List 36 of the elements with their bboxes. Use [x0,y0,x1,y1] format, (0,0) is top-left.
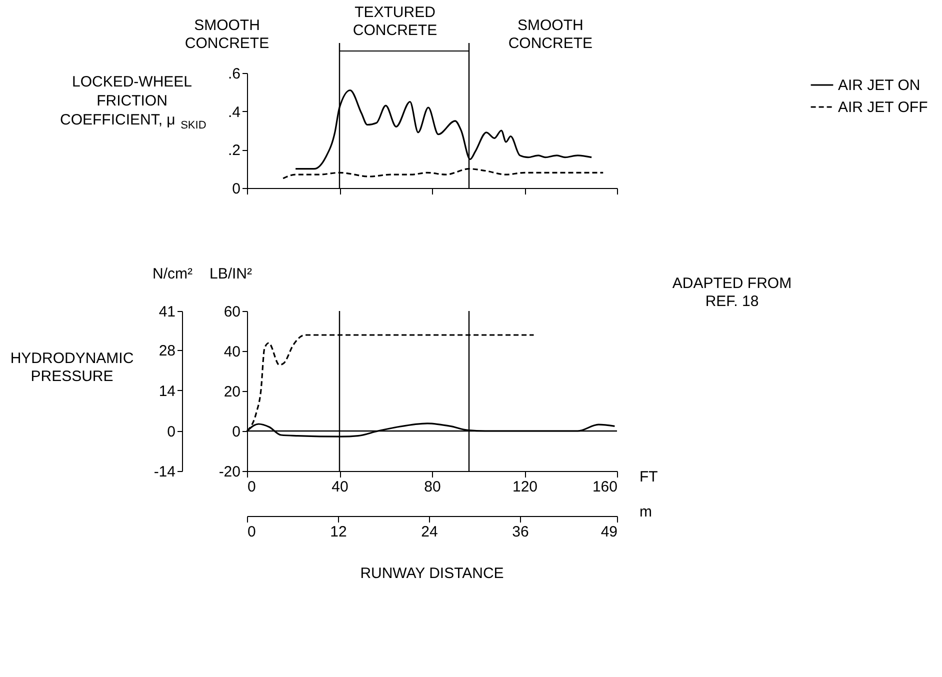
x-tick-label: 160 [592,478,618,496]
y-tick-label: 40 [224,344,240,360]
y2-tick-label: 14 [158,382,176,400]
text: TEXTURED CONCRETE [352,4,438,39]
y-tick-label: .4 [228,104,240,121]
legend-label: AIR JET OFF [838,99,928,116]
legend-label: AIR JET ON [838,77,920,94]
y-tick-label: 20 [224,384,240,400]
x2-axis-title: m [640,504,652,520]
x2-tick-label: 49 [600,524,618,540]
x-axis-title: FT [640,468,658,486]
x2-tick-label: 0 [248,524,256,540]
y2-axis-title: N/cm² [152,266,192,282]
y2-tick-label: 41 [158,304,176,320]
x2-tick-label: 12 [330,524,347,540]
y-tick-label: .6 [228,66,240,82]
text: SMOOTH CONCRETE [508,17,592,52]
y-tick-label: 60 [224,304,240,320]
y-axis-title: LB/IN² [210,266,252,282]
y-tick-label: -20 [218,464,240,480]
text: ADAPTED FROM REF. 18 [672,275,792,310]
text: SMOOTH CONCRETE [184,17,270,52]
x2-tick-label: 24 [421,524,438,540]
text: RUNWAY DISTANCE [360,565,504,582]
y-tick-label: .2 [228,142,240,160]
y-tick-label: 0 [232,424,240,440]
text: HYDRODYNAMIC PRESSURE [10,350,134,385]
y2-tick-label: 28 [158,342,176,360]
x-tick-label: 80 [424,478,441,496]
y2-tick-label: 0 [167,424,176,440]
x-tick-label: 0 [248,478,256,496]
x-tick-label: 120 [512,478,538,496]
y-tick-label: 0 [232,180,240,198]
x-tick-label: 40 [332,478,348,496]
y2-tick-label: -14 [154,464,176,480]
x2-tick-label: 36 [512,524,529,540]
